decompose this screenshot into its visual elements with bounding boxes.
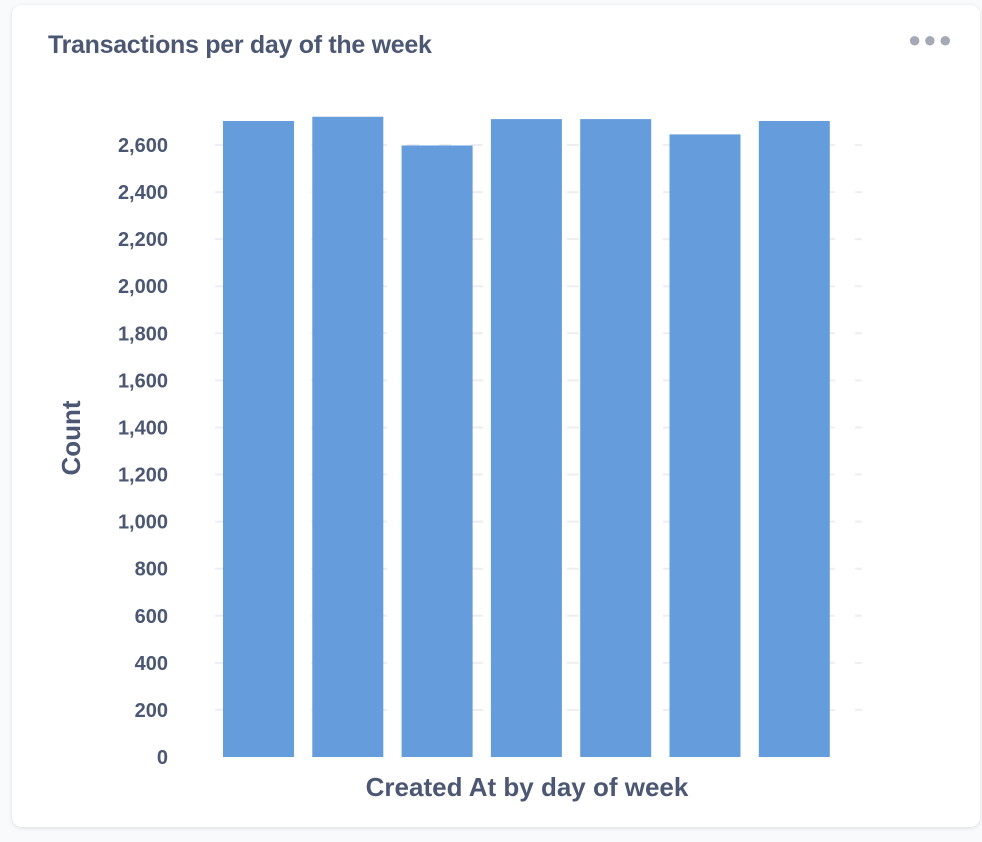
y-tick-label: 2,200 [118, 229, 168, 251]
bar[interactable] [401, 145, 473, 757]
y-tick-label: 200 [135, 700, 168, 722]
y-tick-label: 2,400 [118, 182, 168, 204]
bar[interactable] [758, 120, 830, 757]
y-tick-label: 1,000 [118, 512, 168, 534]
bar[interactable] [580, 119, 652, 758]
bar[interactable] [223, 120, 294, 757]
x-axis-label: Created At by day of week [366, 772, 689, 802]
y-tick-label: 1,400 [118, 417, 168, 439]
ellipsis-icon[interactable]: ●●● [908, 27, 954, 52]
y-tick-label: 2,000 [118, 276, 168, 298]
card-title: Transactions per day of the week [48, 31, 432, 59]
bar[interactable] [490, 119, 562, 758]
bar[interactable] [312, 116, 384, 757]
y-tick-label: 800 [135, 559, 168, 581]
y-tick-label: 1,800 [118, 323, 168, 345]
y-tick-label: 600 [135, 606, 168, 628]
y-tick-label: 1,600 [118, 370, 168, 392]
y-tick-label: 1,200 [118, 465, 168, 487]
y-tick-label: 2,600 [118, 135, 168, 157]
bar[interactable] [669, 134, 741, 757]
y-axis-label: Count [56, 400, 86, 475]
y-tick-label: 0 [157, 747, 168, 769]
y-tick-label: 400 [135, 653, 168, 675]
